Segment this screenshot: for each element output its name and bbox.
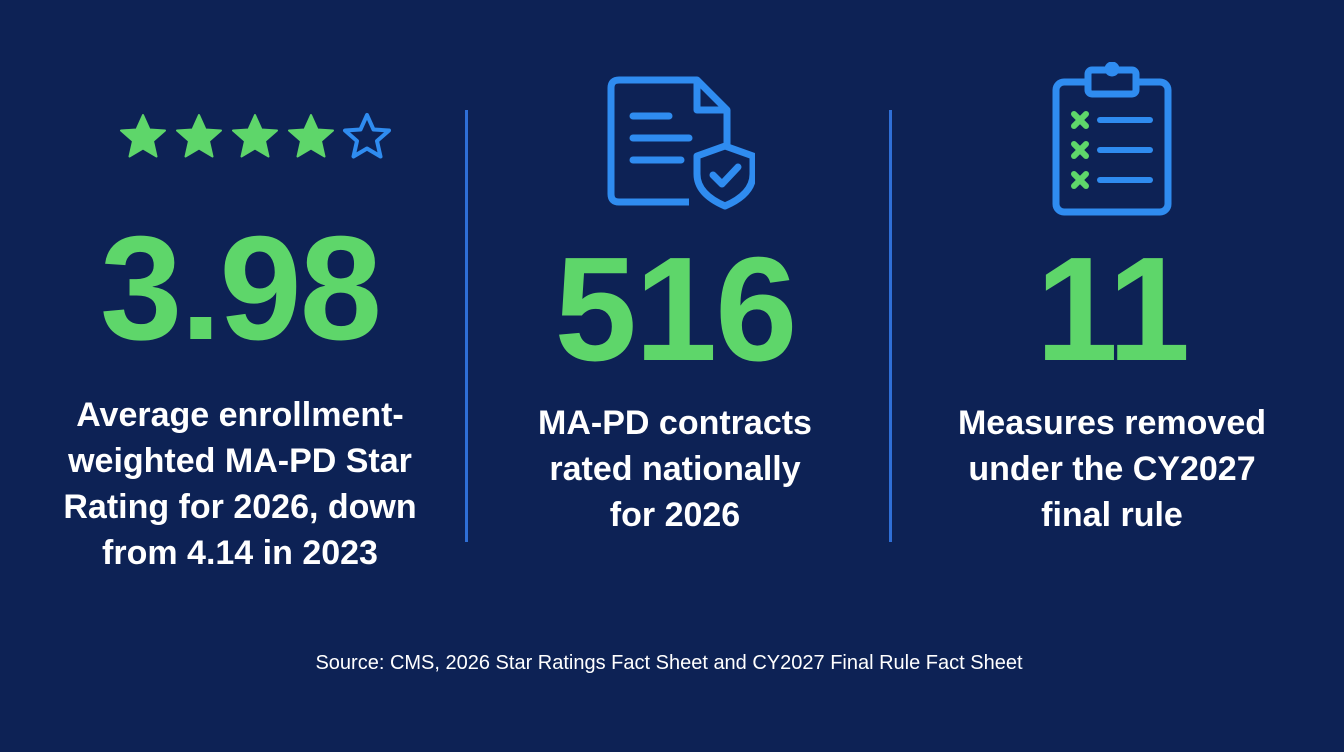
star-rating-caption: Average enrollment- weighted MA-PD Star …: [20, 392, 460, 576]
document-shield-check-icon: [605, 76, 757, 215]
star-filled-icon: [118, 112, 168, 162]
caption-line: under the CY2027: [968, 450, 1256, 488]
measures-caption: Measures removed under the CY2027 final …: [900, 400, 1324, 538]
caption-line: from 4.14 in 2023: [102, 534, 378, 572]
caption-line: rated nationally: [549, 450, 801, 488]
contracts-value: 516: [554, 227, 798, 392]
source-note: Source: CMS, 2026 Star Ratings Fact Shee…: [315, 652, 1023, 674]
measures-value: 11: [1035, 227, 1190, 392]
star-filled-icon: [230, 112, 280, 162]
star-rating: [118, 112, 392, 162]
contracts-caption: MA-PD contracts rated nationally for 202…: [475, 400, 875, 538]
divider: [889, 110, 892, 542]
caption-line: final rule: [1041, 496, 1183, 534]
stat-panel-star-rating: 3.98 Average enrollment- weighted MA-PD …: [20, 0, 460, 640]
caption-line: for 2026: [609, 496, 741, 534]
caption-line: Rating for 2026, down: [63, 488, 417, 526]
clipboard-checklist-icon: [1050, 61, 1174, 223]
caption-line: MA-PD contracts: [538, 404, 812, 442]
stat-panel-contracts: 516 MA-PD contracts rated nationally for…: [475, 0, 875, 640]
caption-line: Measures removed: [957, 404, 1267, 442]
caption-line: weighted MA-PD Star: [68, 442, 412, 480]
star-outline-icon: [342, 112, 392, 162]
star-filled-icon: [286, 112, 336, 162]
stat-panel-measures: 11 Measures removed under the CY2027 fin…: [900, 0, 1324, 640]
star-filled-icon: [174, 112, 224, 162]
star-rating-value: 3.98: [99, 206, 382, 371]
divider: [465, 110, 468, 542]
caption-line: Average enrollment-: [76, 396, 404, 434]
